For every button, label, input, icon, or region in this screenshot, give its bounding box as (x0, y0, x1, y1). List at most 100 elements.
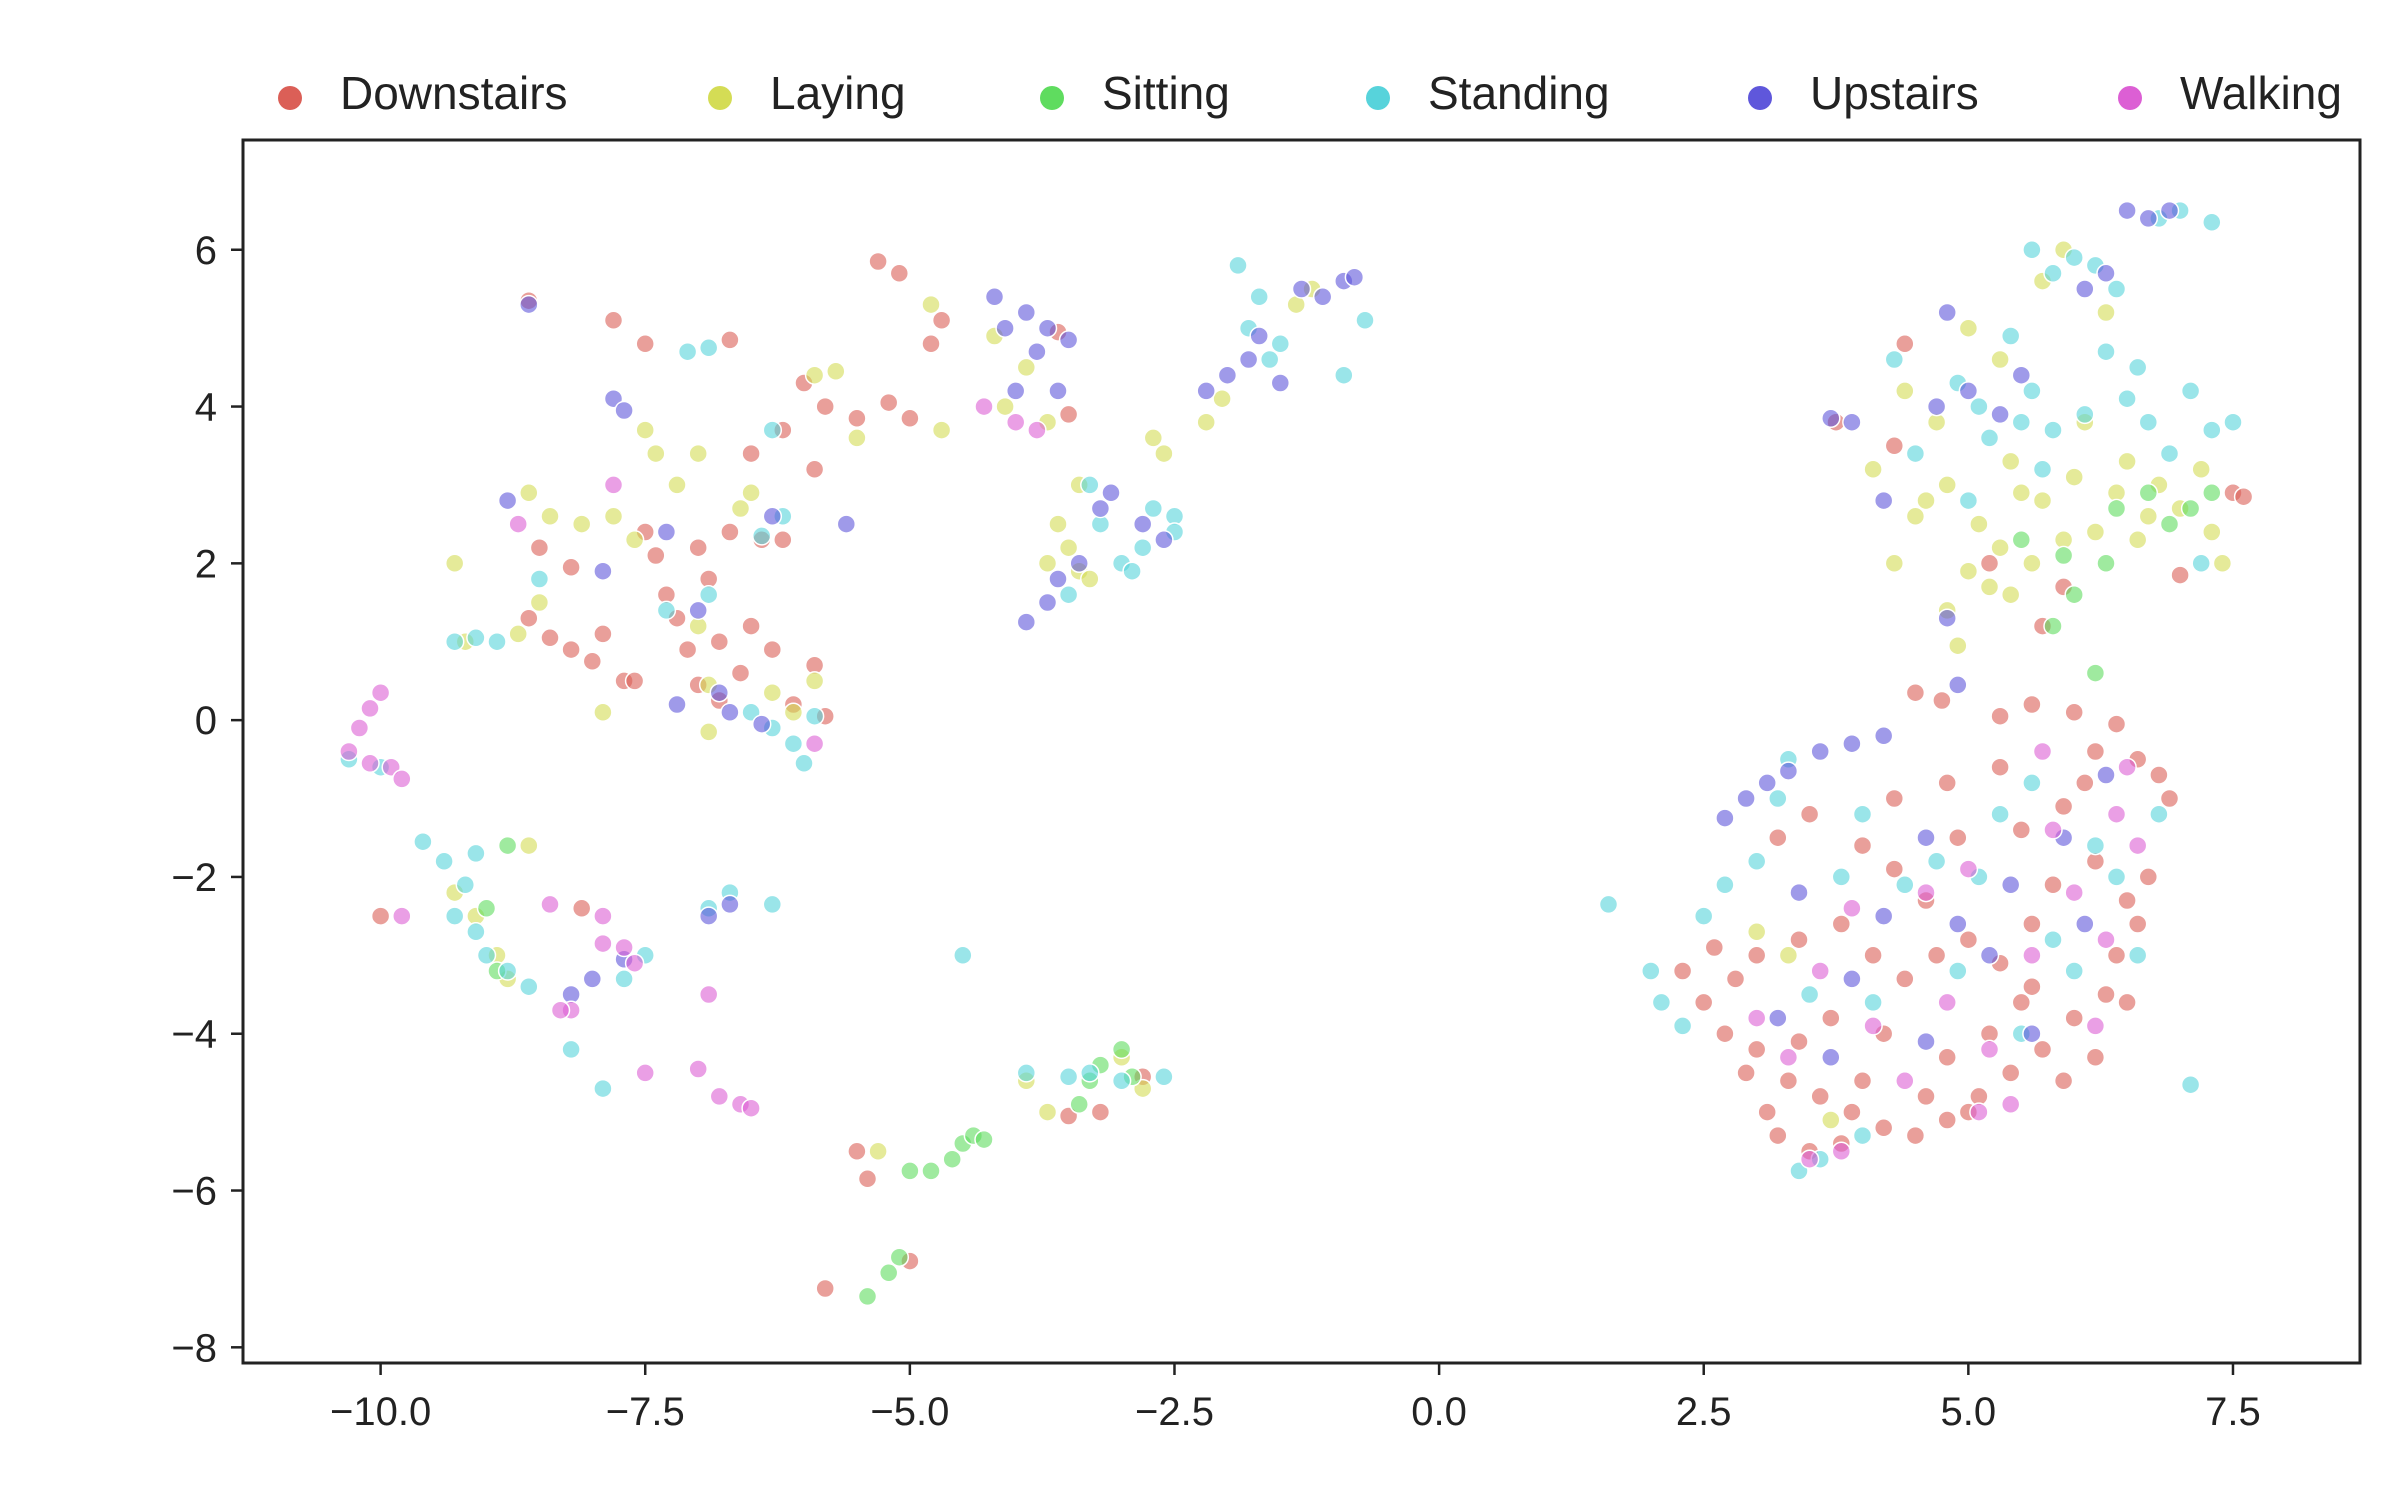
legend-item-laying: Laying (708, 67, 906, 119)
point-sitting (2053, 545, 2074, 566)
point-standing (2064, 247, 2084, 268)
point-downstairs (603, 310, 624, 331)
point-standing (794, 753, 814, 774)
point-sitting (497, 835, 518, 856)
point-downstairs (1932, 690, 1952, 711)
point-downstairs (646, 545, 666, 566)
point-downstairs (1937, 773, 1957, 793)
point-laying (1080, 569, 1100, 589)
point-downstairs (1810, 1086, 1830, 1107)
legend: Downstairs Laying Sitting Standing Upstairs W… (278, 67, 2342, 119)
point-walking (635, 1063, 655, 1083)
point-standing (519, 976, 539, 997)
point-standing (487, 631, 507, 652)
point-upstairs (720, 894, 740, 915)
point-upstairs (1132, 514, 1153, 534)
point-standing (2159, 443, 2180, 464)
y-tick-label: 0 (195, 699, 217, 743)
point-laying (2202, 522, 2222, 542)
point-walking (593, 906, 613, 926)
point-laying (571, 514, 592, 534)
point-laying (2064, 467, 2084, 487)
point-standing (2022, 381, 2042, 401)
point-standing (2043, 929, 2063, 950)
point-laying (1058, 537, 1079, 558)
point-standing (2117, 388, 2137, 409)
point-downstairs (2085, 741, 2106, 762)
point-laying (730, 498, 751, 519)
x-tick-label: −2.5 (1135, 1390, 1214, 1434)
point-standing (593, 1078, 613, 1099)
point-downstairs (2170, 565, 2190, 585)
point-downstairs (1895, 334, 1915, 354)
point-downstairs (1757, 1102, 1777, 1122)
point-laying (741, 483, 761, 503)
point-upstairs (1948, 914, 1968, 934)
point-laying (1979, 577, 2000, 597)
legend-marker (1366, 86, 1390, 110)
point-downstairs (1926, 945, 1947, 966)
point-sitting (2085, 663, 2106, 683)
x-tick-label: 7.5 (2205, 1390, 2261, 1434)
point-downstairs (1948, 827, 1968, 848)
point-standing (1715, 875, 1735, 895)
point-laying (1958, 318, 1979, 338)
points-layer (339, 200, 2254, 1307)
point-upstairs (1048, 569, 1068, 589)
point-standing (698, 338, 719, 358)
point-standing (2075, 404, 2095, 425)
point-standing (1693, 906, 1714, 926)
point-standing (1863, 992, 1883, 1013)
legend-item-downstairs: Downstairs (278, 67, 568, 119)
point-standing (2096, 341, 2116, 362)
point-sitting (1111, 1039, 1132, 1060)
y-tick-label: −8 (171, 1326, 217, 1370)
point-upstairs (1958, 381, 1979, 401)
point-downstairs (1852, 1071, 1873, 1091)
point-upstairs (1926, 396, 1947, 417)
point-downstairs (2127, 914, 2148, 934)
point-standing (1154, 1067, 1174, 1087)
point-standing (1058, 1067, 1079, 1087)
point-downstairs (741, 443, 761, 464)
point-laying (1958, 561, 1979, 581)
x-tick-label: 2.5 (1676, 1390, 1732, 1434)
point-standing (2022, 773, 2042, 793)
point-laying (826, 361, 846, 382)
point-upstairs (751, 714, 772, 734)
point-standing (1132, 537, 1153, 558)
point-laying (529, 592, 550, 613)
point-standing (1969, 396, 1989, 417)
point-laying (2000, 451, 2021, 472)
point-standing (497, 961, 518, 981)
point-downstairs (1821, 1008, 1841, 1028)
point-upstairs (497, 490, 518, 511)
point-upstairs (1757, 773, 1777, 793)
point-upstairs (1270, 373, 1291, 393)
point-laying (1948, 635, 1968, 656)
point-walking (1958, 859, 1979, 879)
point-upstairs (709, 682, 730, 703)
legend-label: Upstairs (1810, 67, 1979, 119)
point-standing (1058, 584, 1079, 605)
point-downstairs (1058, 404, 1079, 425)
point-standing (1651, 992, 1672, 1013)
point-standing (1852, 1125, 1873, 1146)
point-upstairs (1810, 741, 1830, 762)
point-laying (804, 365, 825, 385)
point-standing (466, 922, 486, 942)
point-walking (593, 933, 613, 954)
point-standing (2043, 263, 2063, 284)
point-downstairs (1672, 961, 1693, 981)
point-laying (921, 294, 941, 315)
point-upstairs (2022, 1023, 2042, 1044)
point-standing (1958, 490, 1979, 511)
point-standing (1990, 804, 2010, 824)
point-downstairs (1090, 1102, 1111, 1122)
point-downstairs (1799, 804, 1820, 824)
point-laying (847, 428, 867, 448)
point-laying (1212, 388, 1232, 409)
point-upstairs (1916, 827, 1936, 848)
